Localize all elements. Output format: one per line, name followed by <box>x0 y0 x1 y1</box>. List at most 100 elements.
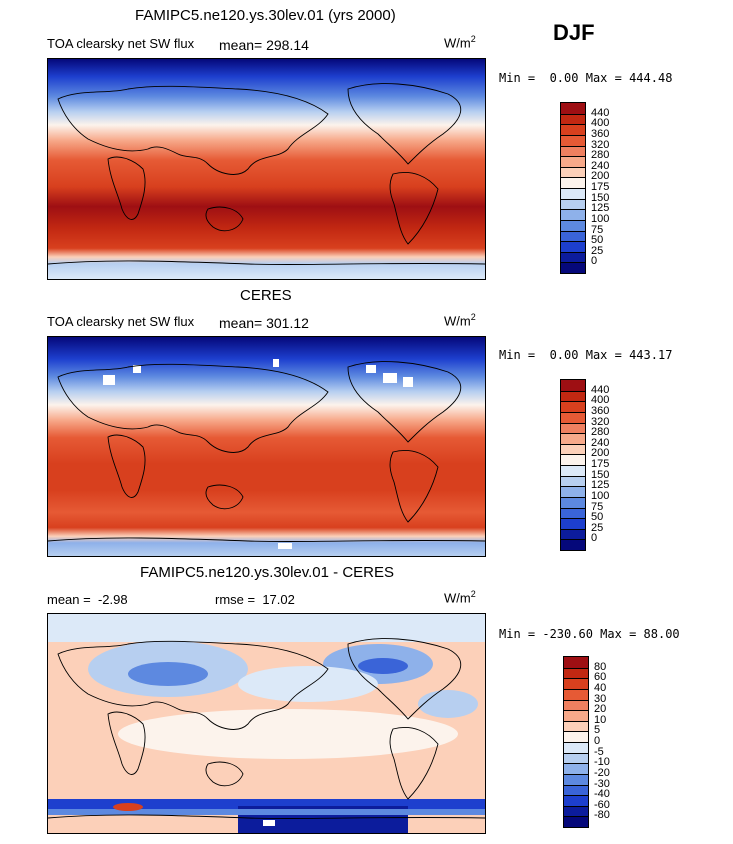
colorbar-swatch <box>561 166 585 178</box>
colorbar-swatch <box>564 731 588 742</box>
panel1-units-base: W/m <box>444 35 471 51</box>
colorbar-tick-label: 80 <box>594 660 607 673</box>
panel2-colorbar: 440 400 360 320 280 240 200 175 150 125 100 75 50 25 0 <box>560 379 609 551</box>
panel1-colorbar: 440 400 360 320 280 240 200 175 150 125 100 75 50 25 0 <box>560 102 609 274</box>
colorbar-swatch <box>561 103 585 114</box>
panel3-max-value: 88.00 <box>643 627 680 641</box>
colorbar-swatch <box>561 507 585 519</box>
colorbar-tick-label: 360 <box>591 404 610 417</box>
panel3-anomalies <box>48 614 485 833</box>
panel2-minmax: Min = 0.00 Max = 443.17 <box>499 348 672 362</box>
colorbar-swatch <box>561 124 585 135</box>
colorbar-swatch <box>561 113 585 125</box>
colorbar-swatch <box>564 773 588 785</box>
panel1-variable-label: TOA clearsky net SW flux <box>47 36 195 51</box>
colorbar-swatch <box>561 518 585 529</box>
colorbar-swatch <box>564 699 588 711</box>
panel3-units-exp: 2 <box>470 589 476 599</box>
panel1-title: FAMIPC5.ne120.ys.30lev.01 (yrs 2000) <box>135 7 396 24</box>
panel1-field <box>48 59 485 279</box>
panel2-units: W/m2 <box>444 312 476 328</box>
colorbar-tick-label: -5 <box>594 745 604 758</box>
panel1-minmax: Min = 0.00 Max = 444.48 <box>499 71 672 85</box>
panel3-minmax: Min = -230.60 Max = 88.00 <box>499 627 680 641</box>
panel3-coastlines <box>48 638 485 820</box>
panel1-units: W/m2 <box>444 34 476 50</box>
colorbar-swatch <box>561 422 585 434</box>
panel3-rmse-value: 17.02 <box>262 592 295 607</box>
panel3-mean-value: -2.98 <box>97 592 128 607</box>
panel2-max-value: 443.17 <box>629 348 673 362</box>
panel2-coastlines <box>48 361 485 543</box>
panel3-max-label: Max = <box>600 627 637 641</box>
colorbar-swatch <box>561 443 585 455</box>
colorbar-tick-label: 280 <box>591 149 610 162</box>
colorbar-tick-label: -80 <box>594 809 610 822</box>
panel2-variable-label: TOA clearsky net SW flux <box>47 314 195 329</box>
colorbar-swatch <box>561 475 585 487</box>
colorbar-swatch <box>561 486 585 497</box>
colorbar-swatch <box>564 816 588 827</box>
panel3-units-base: W/m <box>444 590 471 606</box>
colorbar-swatch <box>564 710 588 721</box>
colorbar-swatch <box>561 134 585 146</box>
colorbar-tick-label: 400 <box>591 117 610 130</box>
panel1-min-label: Min = <box>499 71 536 85</box>
colorbar-swatch <box>561 219 585 231</box>
colorbar-tick-label: 0 <box>591 532 598 545</box>
panel2-max-label: Max = <box>585 348 622 362</box>
colorbar-tick-label: 175 <box>591 181 610 193</box>
panel3-colorbar: 80 60 40 30 20 10 5 0 -5 -10 -20 -30 -40 -60 -80 <box>563 656 610 828</box>
colorbar-tick-label: 175 <box>591 458 610 470</box>
colorbar-tick-label: 75 <box>591 223 604 236</box>
panel3-min-label: Min = <box>499 627 536 641</box>
panel1-units-exp: 2 <box>470 34 476 44</box>
colorbar-swatch <box>561 209 585 220</box>
colorbar-tick-label: 440 <box>591 383 610 396</box>
colorbar-tick-label: 280 <box>591 426 610 439</box>
panel2-field <box>48 337 485 556</box>
colorbar-swatch <box>561 188 585 199</box>
colorbar-tick-label: -60 <box>594 798 610 811</box>
colorbar-swatch <box>564 688 588 700</box>
colorbar-swatch <box>564 657 588 668</box>
colorbar-swatch <box>561 380 585 391</box>
panel2-units-base: W/m <box>444 313 471 329</box>
colorbar-tick-label: 25 <box>591 521 604 534</box>
colorbar-tick-label: 50 <box>591 511 604 524</box>
panel3-units: W/m2 <box>444 589 476 605</box>
colorbar-swatch <box>561 390 585 402</box>
colorbar-swatch <box>564 742 588 753</box>
colorbar-swatch <box>561 496 585 508</box>
panel3-map <box>47 613 486 834</box>
panel1-mean: mean= 298.14 <box>219 37 309 53</box>
panel1-coastlines <box>48 83 485 266</box>
colorbar-swatch <box>561 262 585 273</box>
colorbar-tick-label: 40 <box>594 681 607 694</box>
colorbar-tick-label: 320 <box>591 138 610 151</box>
colorbar-swatch <box>561 156 585 167</box>
colorbar-tick-label: 240 <box>591 436 610 449</box>
panel1-max-label: Max = <box>585 71 622 85</box>
colorbar-tick-label: 25 <box>591 244 604 257</box>
colorbar-tick-label: 100 <box>591 212 610 225</box>
panel2-min-value: 0.00 <box>549 348 579 362</box>
panel3-mean: mean = -2.98 <box>47 592 128 607</box>
colorbar-swatch <box>561 539 585 550</box>
colorbar-swatch <box>561 454 585 465</box>
panel3-min-value: -230.60 <box>542 627 593 641</box>
panel3-map-svg <box>48 614 485 833</box>
panel3-rmse-label: rmse = <box>215 592 256 607</box>
colorbar-swatch <box>564 678 588 689</box>
panel3-title: FAMIPC5.ne120.ys.30lev.01 - CERES <box>140 564 395 581</box>
colorbar-swatch <box>564 720 588 732</box>
colorbar-tick-label: 440 <box>591 106 610 119</box>
colorbar-tick-label: 20 <box>594 703 607 716</box>
colorbar-swatch <box>561 177 585 188</box>
colorbar-swatch <box>561 241 585 252</box>
panel2-map <box>47 336 486 557</box>
panel2-map-svg <box>48 337 485 556</box>
colorbar-tick-label: -20 <box>594 766 610 779</box>
colorbar-tick-label: 0 <box>591 255 598 268</box>
colorbar-tick-label: 100 <box>591 489 610 502</box>
